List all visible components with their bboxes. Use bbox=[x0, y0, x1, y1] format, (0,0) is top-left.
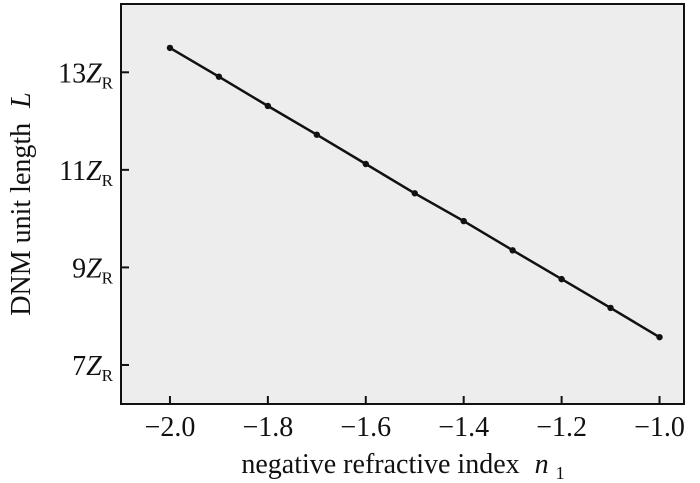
data-point-6 bbox=[460, 217, 467, 225]
y-axis-ticks: 13ZR 11ZR 9ZR 7ZR bbox=[58, 58, 129, 385]
data-point-2 bbox=[264, 102, 272, 110]
data-point-7 bbox=[509, 247, 516, 254]
y-tick-label-0: 13ZR bbox=[58, 58, 114, 92]
data-point-4 bbox=[362, 160, 369, 168]
y-axis-label-symbol: L bbox=[6, 92, 37, 109]
x-tick-label-1: −1.8 bbox=[242, 412, 293, 443]
y-axis-label: DNM unit length L bbox=[6, 92, 37, 315]
data-point-0 bbox=[166, 44, 174, 52]
y-tick-label-1: 11ZR bbox=[59, 156, 114, 190]
data-point-8 bbox=[558, 275, 565, 283]
x-tick-label-3: −1.4 bbox=[438, 412, 489, 443]
data-point-1 bbox=[215, 73, 223, 80]
x-tick-label-5: −1.0 bbox=[634, 412, 685, 443]
x-axis-label-text: negative refractive index bbox=[241, 449, 519, 480]
plot-area bbox=[120, 3, 685, 405]
y-axis-label-text: DNM unit length bbox=[6, 123, 37, 316]
x-tick-label-4: −1.2 bbox=[536, 412, 587, 443]
data-point-9 bbox=[607, 304, 614, 312]
data-point-10 bbox=[656, 333, 663, 341]
series-points bbox=[166, 44, 663, 341]
x-tick-label-0: −2.0 bbox=[145, 412, 196, 443]
x-axis-label-subscript: 1 bbox=[556, 463, 565, 483]
data-point-5 bbox=[411, 190, 418, 197]
x-axis-label-symbol: n bbox=[535, 449, 549, 480]
x-axis-ticks: −2.0 −1.8 −1.6 −1.4 −1.2 −1.0 bbox=[145, 396, 685, 443]
y-tick-label-3: 7ZR bbox=[72, 351, 114, 385]
x-tick-label-2: −1.6 bbox=[340, 412, 391, 443]
x-axis-label: negative refractive index n 1 bbox=[241, 449, 564, 483]
data-point-3 bbox=[313, 131, 321, 138]
y-tick-label-2: 9ZR bbox=[72, 253, 114, 287]
